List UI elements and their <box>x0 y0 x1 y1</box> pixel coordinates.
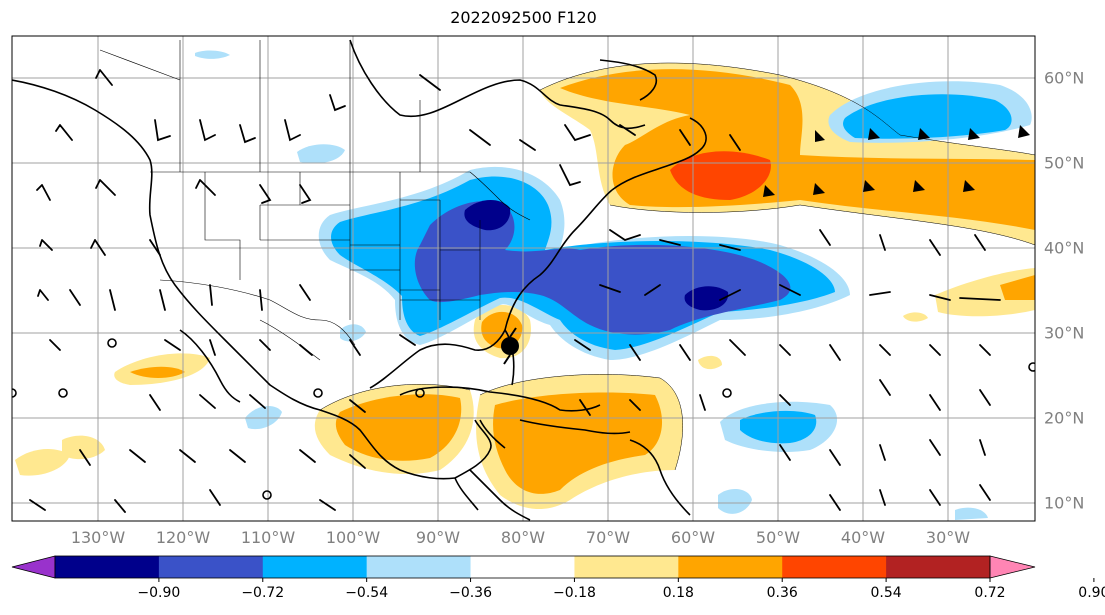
colorbar-tick-label: −0.54 <box>345 585 389 601</box>
coastlines <box>12 39 707 521</box>
colorbar-tick-label: −0.90 <box>137 585 181 601</box>
anomaly-pacific-southwest-2 <box>62 435 105 460</box>
colorbar-segment <box>782 556 887 578</box>
longitude-label: 110°W <box>240 528 296 547</box>
longitude-label: 70°W <box>585 528 631 547</box>
colorbar-segment <box>470 556 575 578</box>
colorbar-segment <box>158 556 264 578</box>
wind-barb-flags <box>763 125 1030 197</box>
colorbar-tick-label: −0.72 <box>241 585 285 601</box>
anomaly-gulf-of-mexico-mid <box>335 394 462 461</box>
anomaly-south-atlantic-2 <box>955 507 988 520</box>
colorbar-segment <box>262 556 368 578</box>
calm-wind-markers <box>12 338 1035 500</box>
anomaly-mid-atlantic-small <box>698 355 722 370</box>
political-borders <box>99 40 531 361</box>
contour-outlines <box>319 62 1035 471</box>
colorbar-tick-label: 0.90 <box>1078 585 1105 601</box>
colorbar-segment <box>886 556 991 578</box>
longitude-label: 120°W <box>155 528 211 547</box>
anomaly-pacific-north <box>195 50 230 59</box>
longitude-label: 30°W <box>925 528 971 547</box>
colorbar-tick-label: 0.72 <box>974 585 1006 601</box>
longitude-label: 80°W <box>500 528 546 547</box>
colorbar-tick-label: −0.36 <box>449 585 492 601</box>
colorbar-extend-high <box>989 555 1036 579</box>
longitude-label: 60°W <box>670 528 716 547</box>
latitude-label: 60°N <box>1044 68 1085 88</box>
longitude-label: 90°W <box>415 528 461 547</box>
anomaly-us-northeast-core <box>684 286 729 311</box>
colorbar-outline <box>54 555 991 579</box>
anomaly-east-pacific-mid <box>130 366 185 378</box>
colorbar-segment <box>574 556 679 578</box>
wind-barbs <box>29 69 1001 513</box>
latitude-label: 50°N <box>1044 153 1085 173</box>
latitude-label: 20°N <box>1044 408 1085 428</box>
anomaly-central-atlantic-east <box>935 268 1035 317</box>
longitude-label: 130°W <box>70 528 126 547</box>
positive-anomaly-areas <box>15 63 1035 510</box>
longitude-label: 50°W <box>755 528 801 547</box>
anomaly-central-atlantic-east-mid <box>1000 275 1035 300</box>
tropical-storm-symbol-icon <box>501 327 519 365</box>
colorbar-extend-low <box>11 555 56 579</box>
colorbar-tick-label: 0.54 <box>870 585 902 601</box>
colorbar-segment <box>366 556 472 578</box>
anomaly-great-lakes-core <box>464 199 511 231</box>
map-title: 2022092500 F120 <box>450 8 597 27</box>
latitude-label: 10°N <box>1044 493 1085 513</box>
longitude-label: 100°W <box>325 528 381 547</box>
colorbar-tick-label: −0.18 <box>552 585 596 601</box>
anomaly-canada-west <box>297 144 345 164</box>
colorbar-tick-label: 0.36 <box>766 585 798 601</box>
anomaly-labrador-sea-mid <box>843 94 1012 139</box>
colorbar-segment <box>55 556 160 578</box>
latitude-label: 30°N <box>1044 323 1085 343</box>
anomaly-mid-atlantic-small-2 <box>903 312 928 322</box>
graticule <box>12 36 1035 521</box>
longitude-label: 40°W <box>840 528 886 547</box>
colorbar-segment <box>678 556 783 578</box>
negative-anomaly-areas <box>195 50 1032 520</box>
anomaly-south-atlantic <box>718 488 752 514</box>
anomaly-pacific-southwest <box>15 448 70 476</box>
colorbar-tick-label: 0.18 <box>662 585 694 601</box>
latitude-label: 40°N <box>1044 238 1085 258</box>
